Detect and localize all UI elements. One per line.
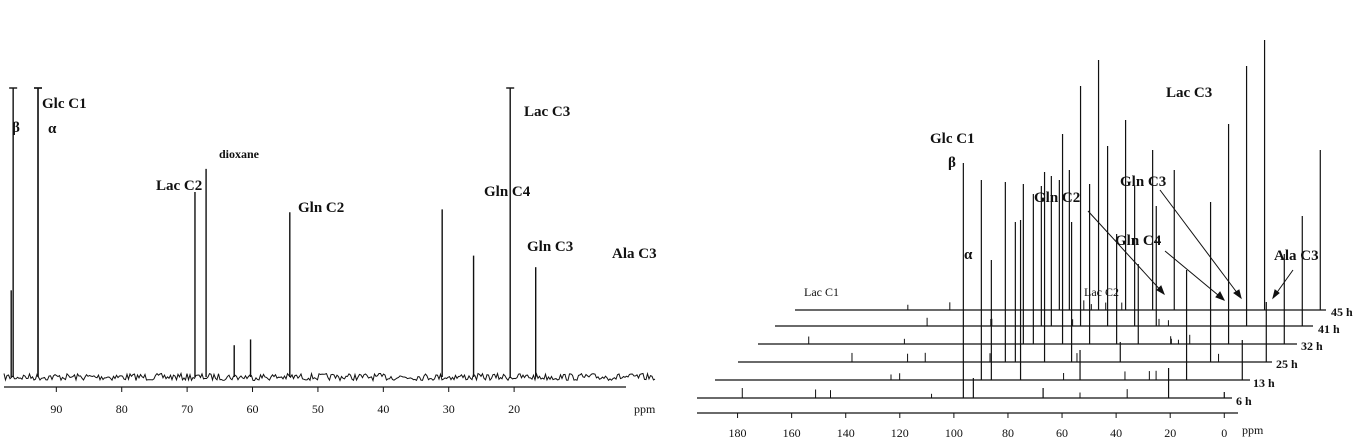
left-label-lac-c3: Lac C3: [524, 104, 570, 120]
left-peaks: [9, 87, 537, 377]
left-label-alpha: α: [48, 121, 57, 137]
left-tick-label: 40: [377, 402, 389, 416]
right-label-beta: β: [948, 155, 956, 171]
right-label-lac-c2: Lac C2: [1084, 285, 1119, 299]
left-spectrum-panel: 90 80 70 60 50 40 30 20 ppm β Glc C1 α Lac C2 d…: [3, 87, 657, 416]
arrow-gln-c4-head: [1215, 291, 1226, 301]
left-x-ticks: 90 80 70 60 50 40 30 20: [50, 387, 520, 416]
right-label-alpha: α: [964, 247, 973, 263]
right-tick-label: 40: [1110, 426, 1122, 438]
right-tick-label: 0: [1221, 426, 1227, 438]
right-tick-label: 160: [783, 426, 801, 438]
right-time-label-13h: 13 h: [1253, 376, 1275, 390]
right-tick-label: 180: [729, 426, 747, 438]
right-arrows: [1087, 189, 1294, 301]
left-label-gln-c4: Gln C4: [484, 184, 531, 200]
left-tick-label: 80: [116, 402, 128, 416]
right-label-gln-c2: Gln C2: [1034, 190, 1080, 206]
left-label-ala-c3: Ala C3: [612, 246, 657, 262]
left-tick-label: 20: [508, 402, 520, 416]
left-ppm-label: ppm: [634, 402, 656, 416]
right-time-label-25h: 25 h: [1276, 357, 1298, 371]
left-label-glc-c1: Glc C1: [42, 96, 87, 112]
arrow-gln-c2: [1087, 210, 1165, 295]
right-time-label-45h: 45 h: [1331, 305, 1353, 319]
right-tick-label: 20: [1164, 426, 1176, 438]
arrow-gln-c4: [1164, 250, 1225, 301]
right-tick-label: 60: [1056, 426, 1068, 438]
left-label-gln-c2: Gln C2: [298, 200, 344, 216]
right-time-label-32h: 32 h: [1301, 339, 1323, 353]
arrow-gln-c3-head: [1233, 289, 1242, 300]
left-label-lac-c2: Lac C2: [156, 178, 202, 194]
right-traces: [697, 40, 1326, 399]
right-x-ticks: 180 160 140 120 100 80 60 40 20 0: [729, 413, 1227, 438]
left-tick-label: 50: [312, 402, 324, 416]
right-tick-label: 80: [1002, 426, 1014, 438]
left-tick-label: 90: [50, 402, 62, 416]
left-tick-label: 30: [443, 402, 455, 416]
right-time-label-41h: 41 h: [1318, 322, 1340, 336]
arrow-ala-c3-head: [1272, 289, 1280, 300]
arrow-gln-c2-head: [1156, 285, 1165, 296]
right-stacked-spectra-panel: 180 160 140 120 100 80 60 40 20 0 ppm 6 h 13 h 25…: [697, 40, 1353, 438]
right-label-lac-c1: Lac C1: [804, 285, 839, 299]
left-tick-label: 70: [181, 402, 193, 416]
left-spectrum-trace: [3, 371, 656, 383]
left-label-beta: β: [12, 120, 20, 136]
left-label-gln-c3: Gln C3: [527, 239, 573, 255]
right-tick-label: 120: [891, 426, 909, 438]
right-label-glc-c1: Glc C1: [930, 131, 975, 147]
right-label-gln-c3: Gln C3: [1120, 174, 1166, 190]
right-label-ala-c3: Ala C3: [1274, 248, 1319, 264]
left-tick-label: 60: [247, 402, 259, 416]
right-label-gln-c4: Gln C4: [1115, 233, 1162, 249]
right-time-label-6h: 6 h: [1236, 394, 1252, 408]
right-label-lac-c3: Lac C3: [1166, 85, 1212, 101]
right-tick-label: 140: [837, 426, 855, 438]
left-label-dioxane: dioxane: [219, 147, 260, 161]
right-ppm-label: ppm: [1242, 423, 1264, 437]
right-tick-label: 100: [945, 426, 963, 438]
arrow-gln-c3: [1159, 189, 1242, 299]
